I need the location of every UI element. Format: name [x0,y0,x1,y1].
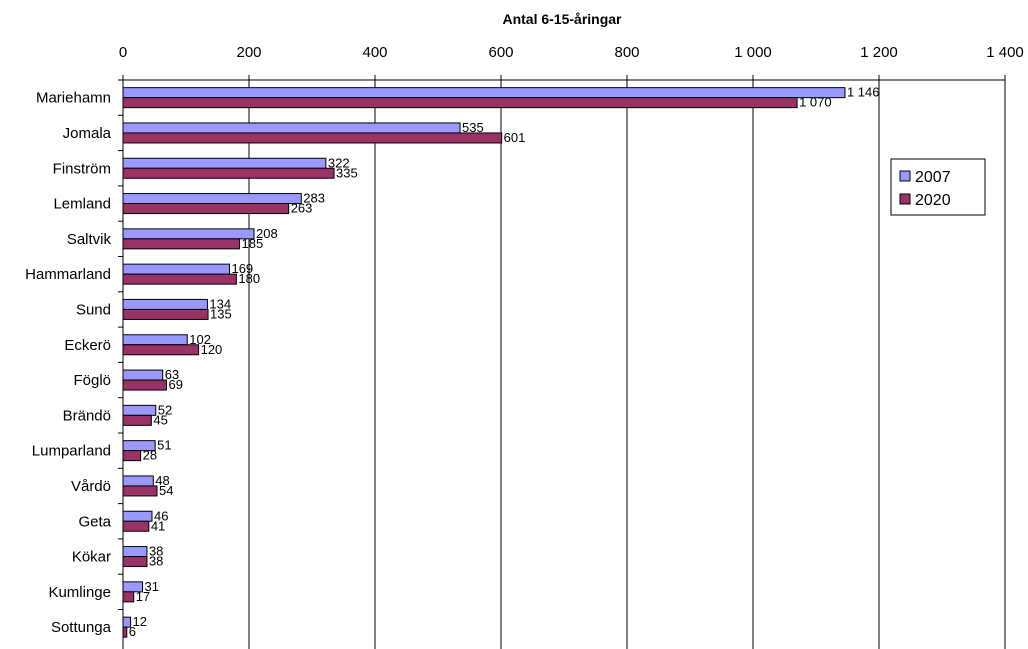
bar-2020 [122,308,209,320]
category-label: Kumlinge [48,584,111,601]
gridlines [248,80,1006,649]
data-label-2020: 38 [149,554,163,569]
legend-box [890,158,986,216]
data-label-2007: 283 [303,191,325,206]
x-tick-label: 1 400 [986,44,1024,61]
category-label: Sund [76,301,111,318]
x-tick-label: 200 [236,44,261,61]
bar-2007 [122,157,327,169]
data-label-2007: 46 [154,508,168,523]
bar-2007 [122,228,255,240]
bar-2020 [122,591,135,603]
data-label-2020: 41 [151,518,165,533]
bar-2020 [122,556,148,568]
data-label-2007: 51 [157,438,171,453]
data-label-2020: 180 [238,271,260,286]
bar-2007 [122,193,302,205]
bar-2020 [122,238,241,250]
bar-2007 [122,87,846,99]
bar-2020 [122,450,142,462]
bar-2020 [122,344,200,356]
data-label-2020: 263 [291,201,313,216]
legend: 2007 2020 [890,158,986,216]
category-label: Eckerö [64,337,111,354]
category-label: Sottunga [51,619,112,636]
data-label-2007: 169 [231,261,253,276]
category-label: Saltvik [67,231,112,248]
data-label-2007: 63 [165,367,179,382]
x-tick-label: 1 200 [860,44,898,61]
category-label: Mariehamn [36,90,111,107]
data-label-2007: 1 146 [847,85,880,100]
data-label-2007: 31 [145,579,159,594]
legend-label-2020: 2020 [915,192,951,209]
bar-2007 [122,263,230,275]
bar-2007 [122,122,461,134]
bar-2007 [122,404,157,416]
category-label: Lumparland [32,443,111,460]
x-tick-label: 0 [119,44,127,61]
bar-2020 [122,167,335,179]
data-label-2020: 17 [136,589,150,604]
bar-2020 [122,626,128,638]
data-label-2020: 45 [153,412,167,427]
bar-2020 [122,379,167,391]
category-label: Geta [78,513,111,530]
bar-2007 [122,546,148,558]
data-label-2007: 535 [462,120,484,135]
x-tick-label: 400 [362,44,387,61]
bar-2020 [122,414,152,426]
category-label: Lemland [53,196,111,213]
data-label-2007: 208 [256,226,278,241]
x-tick-label: 800 [614,44,639,61]
data-label-2007: 48 [155,473,169,488]
x-tick-label: 1 000 [734,44,772,61]
bar-2007 [122,298,208,310]
bar-2007 [122,369,164,381]
data-label-2020: 185 [242,236,264,251]
legend-swatch-2007 [899,170,911,182]
bar-2020 [122,273,237,285]
bar-2020 [122,132,503,144]
category-label: Kökar [72,549,111,566]
data-label-2020: 6 [129,624,136,639]
category-label: Jomala [63,125,112,142]
bars [122,87,846,638]
data-label-2020: 54 [159,483,173,498]
data-label-2007: 12 [133,614,147,629]
bar-2007 [122,510,153,522]
data-label-2020: 1 070 [799,95,832,110]
data-label-2007: 38 [149,544,163,559]
bar-2007 [122,334,188,346]
bar-2020 [122,97,798,109]
category-label: Vårdö [71,478,111,495]
legend-swatch-2020 [899,193,911,205]
category-label: Hammarland [25,266,111,283]
data-label-2020: 335 [336,165,358,180]
bar-2020 [122,485,158,497]
data-label-2020: 69 [168,377,182,392]
chart-title: Antal 6-15-åringar [502,11,622,27]
data-label-2020: 28 [143,448,157,463]
data-label-2020: 120 [201,342,223,357]
data-label-2007: 52 [158,402,172,417]
data-label-2007: 102 [189,332,211,347]
category-label: Finström [53,160,111,177]
category-labels: Mariehamn Jomala Finström Lemland Saltvik Ham… [25,90,112,637]
legend-label-2007: 2007 [915,169,951,186]
category-label: Föglö [73,372,111,389]
data-label-2020: 135 [210,306,232,321]
bar-2020 [122,203,290,215]
bar-2020 [122,520,150,532]
bar-2007 [122,475,154,487]
data-label-2007: 322 [328,155,350,170]
x-tick-label: 600 [488,44,513,61]
data-label-2007: 134 [209,296,231,311]
data-label-2020: 601 [504,130,526,145]
category-label: Brändö [63,407,111,424]
